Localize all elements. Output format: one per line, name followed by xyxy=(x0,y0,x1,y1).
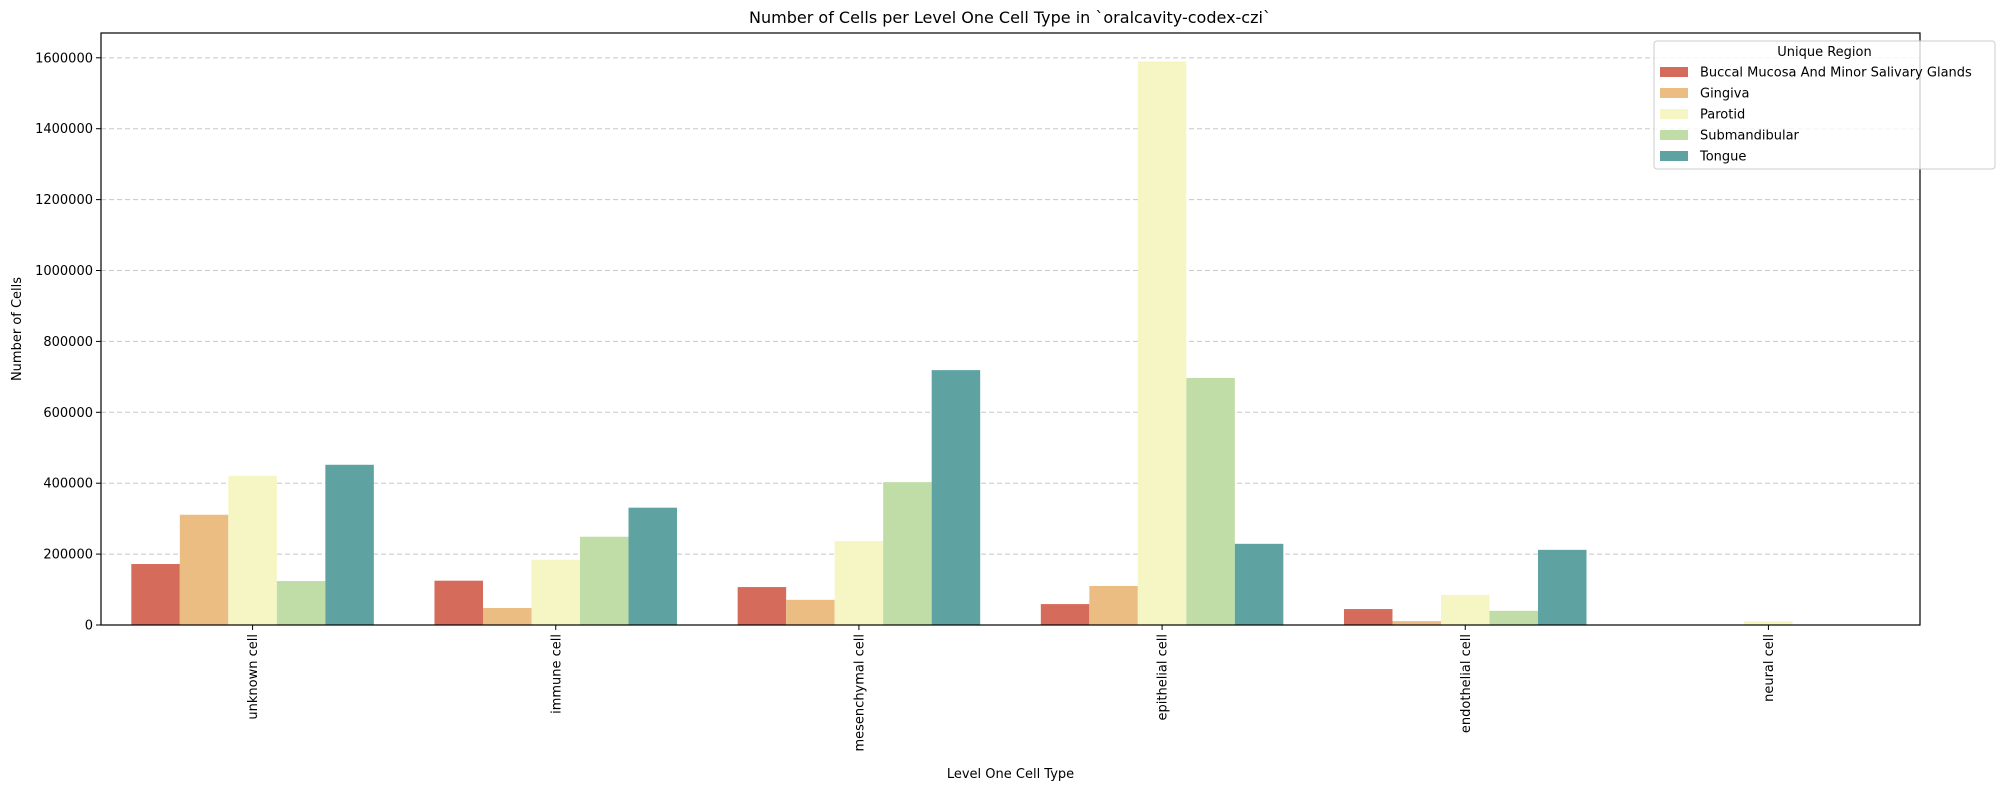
bar-buccal-mucosa-and-minor-salivary-glands-mesenchymal-cell xyxy=(737,587,787,625)
y-axis-title: Number of Cells xyxy=(10,277,25,381)
bar-buccal-mucosa-and-minor-salivary-glands-immune-cell xyxy=(434,580,483,625)
x-tick-label: endothelial cell xyxy=(1459,634,1474,733)
bar-gingiva-immune-cell xyxy=(482,607,532,625)
bar-parotid-endothelial-cell xyxy=(1440,594,1490,625)
y-tick-label: 1000000 xyxy=(35,264,93,279)
legend-swatch xyxy=(1660,151,1688,161)
x-tick-label: epithelial cell xyxy=(1156,634,1171,721)
legend-swatch xyxy=(1660,88,1688,98)
y-tick-label: 0 xyxy=(85,619,93,634)
bars xyxy=(131,61,1793,626)
legend-label: Submandibular xyxy=(1700,129,1800,144)
bar-gingiva-mesenchymal-cell xyxy=(786,599,835,625)
legend-item: Gingiva xyxy=(1660,87,1749,102)
legend-item: Tongue xyxy=(1660,150,1746,165)
bar-tongue-epithelial-cell xyxy=(1234,543,1284,625)
bar-gingiva-unknown-cell xyxy=(179,514,229,625)
bar-submandibular-endothelial-cell xyxy=(1489,610,1539,625)
x-axis: unknown cell immune cell mesenchymal cell e… xyxy=(246,625,1777,752)
legend-box xyxy=(1653,40,1996,170)
bar-submandibular-immune-cell xyxy=(580,536,629,625)
bar-tongue-endothelial-cell xyxy=(1538,549,1587,625)
bar-gingiva-endothelial-cell xyxy=(1392,621,1441,625)
legend-items: Buccal Mucosa And Minor Salivary Glands G… xyxy=(1660,66,1972,165)
bar-submandibular-mesenchymal-cell xyxy=(883,482,932,625)
legend-label: Gingiva xyxy=(1700,87,1749,102)
bar-tongue-unknown-cell xyxy=(325,464,374,625)
legend-label: Tongue xyxy=(1699,150,1746,165)
legend-title: Unique Region xyxy=(1777,45,1872,60)
legend-swatch xyxy=(1660,67,1688,77)
bar-parotid-epithelial-cell xyxy=(1137,61,1187,626)
axes-frame xyxy=(100,32,1921,626)
chart-title: Number of Cells per Level One Cell Type … xyxy=(749,8,1271,27)
x-tick-label: mesenchymal cell xyxy=(852,634,867,752)
bar-buccal-mucosa-and-minor-salivary-glands-unknown-cell xyxy=(131,564,180,625)
bar-parotid-unknown-cell xyxy=(228,475,277,625)
bar-tongue-immune-cell xyxy=(628,507,678,625)
x-tick-label: neural cell xyxy=(1762,634,1777,702)
y-tick-label: 1200000 xyxy=(35,193,93,208)
bar-gingiva-epithelial-cell xyxy=(1089,586,1138,625)
y-tick-label: 200000 xyxy=(43,548,93,563)
y-tick-label: 1400000 xyxy=(35,122,93,137)
y-tick-label: 600000 xyxy=(43,406,93,421)
bar-buccal-mucosa-and-minor-salivary-glands-endothelial-cell xyxy=(1343,609,1393,625)
bar-parotid-mesenchymal-cell xyxy=(834,540,884,625)
grid-lines xyxy=(101,57,1920,555)
legend-label: Parotid xyxy=(1700,108,1745,123)
bar-submandibular-epithelial-cell xyxy=(1186,377,1235,625)
legend: Unique Region Buccal Mucosa And Minor Sa… xyxy=(1653,40,1996,170)
y-tick-label: 400000 xyxy=(43,477,93,492)
y-axis: 0 200000 400000 600000 800000 1000000 1200000 1… xyxy=(35,51,101,634)
bar-tongue-mesenchymal-cell xyxy=(931,370,981,625)
bar-parotid-immune-cell xyxy=(531,559,581,625)
y-tick-label: 1600000 xyxy=(35,51,93,66)
bar-submandibular-unknown-cell xyxy=(276,581,326,625)
legend-label: Buccal Mucosa And Minor Salivary Glands xyxy=(1700,66,1972,81)
x-tick-label: unknown cell xyxy=(246,634,261,720)
x-axis-title: Level One Cell Type xyxy=(947,767,1074,782)
legend-swatch xyxy=(1660,109,1688,119)
x-tick-label: immune cell xyxy=(549,634,564,714)
bar-buccal-mucosa-and-minor-salivary-glands-epithelial-cell xyxy=(1040,604,1090,625)
legend-swatch xyxy=(1660,130,1688,140)
legend-item: Parotid xyxy=(1660,108,1745,123)
bar-parotid-neural-cell xyxy=(1744,621,1793,625)
legend-item: Submandibular xyxy=(1660,129,1800,144)
legend-item: Buccal Mucosa And Minor Salivary Glands xyxy=(1660,66,1972,81)
y-tick-label: 800000 xyxy=(43,335,93,350)
